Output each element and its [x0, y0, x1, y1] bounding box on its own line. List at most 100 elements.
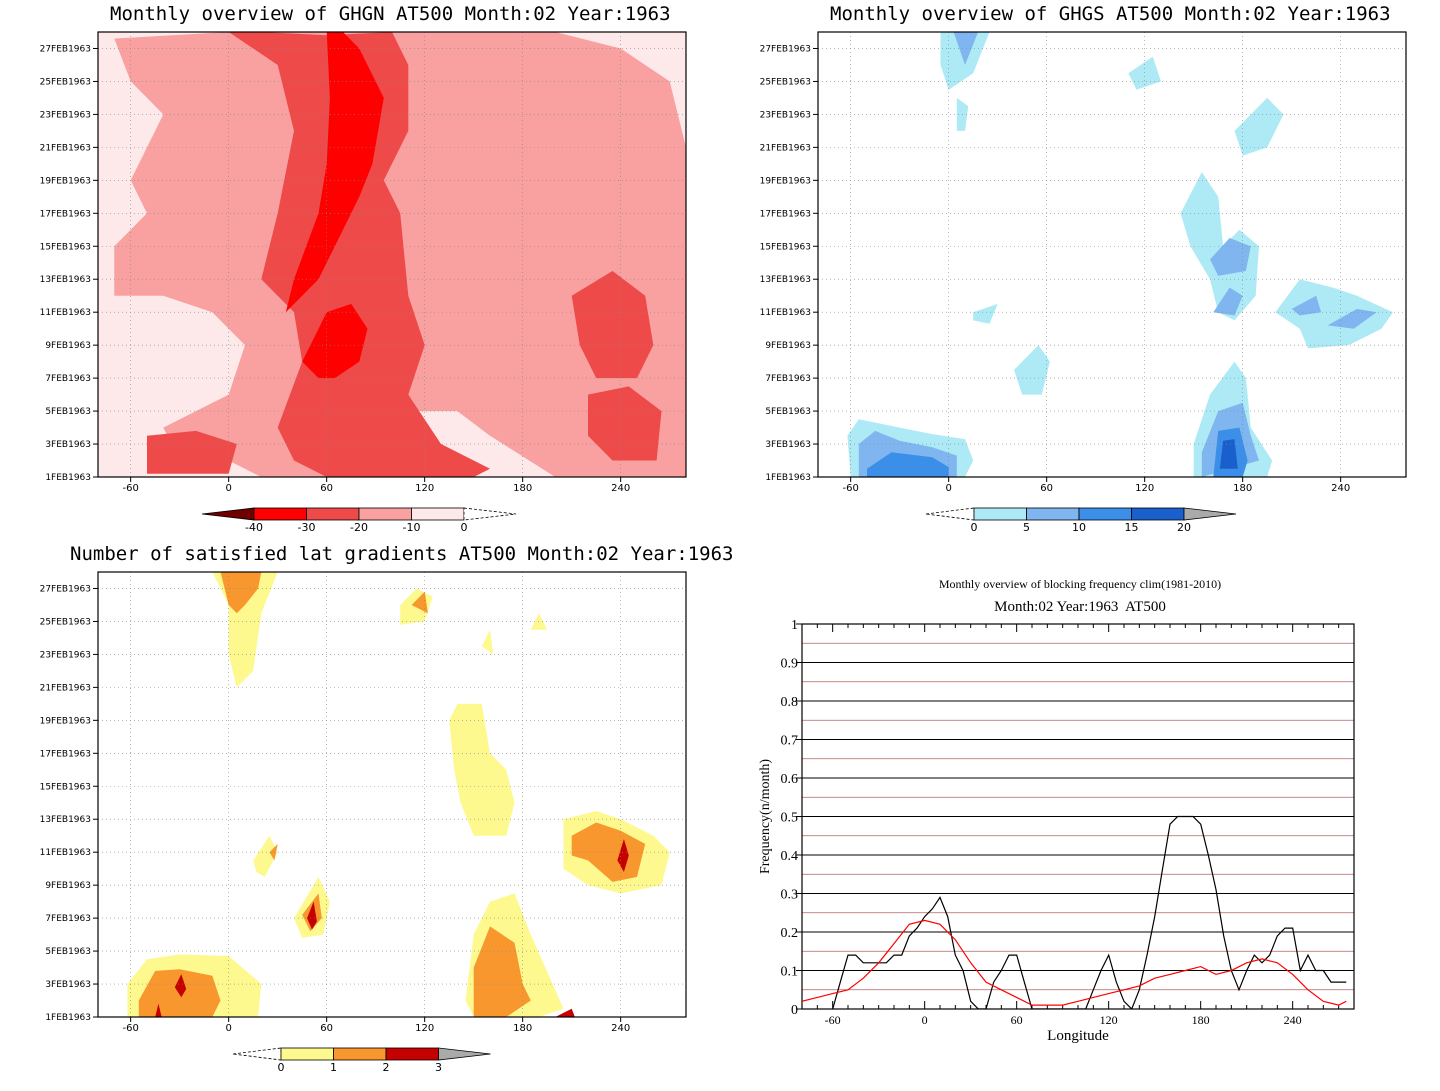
heatmap-lat-gradients: 1FEB1963 3FEB1963 5FEB1963 7FEB1963 9FEB1963…: [40, 571, 687, 1074]
contour-region: [481, 629, 494, 655]
contour-region: [253, 835, 278, 877]
colorbar-label: 10: [1072, 521, 1086, 534]
y-tick-label: 25FEB1963: [760, 77, 811, 87]
contour-region: [449, 703, 515, 836]
contour-fills: [847, 32, 1393, 477]
y-tick-label: 7FEB1963: [45, 374, 91, 384]
x-tick-label: 120: [415, 483, 434, 494]
contour-region: [953, 32, 979, 65]
line-chart-blocking-frequency: 0 0.1 0.2 0.3 0.4 0.5 0.6 0.7 0.8 0.9 1 -60 0 60 120 18…: [758, 618, 1355, 1044]
y-tick-label: 17FEB1963: [40, 209, 91, 219]
colorbar-label: 3: [435, 1061, 442, 1074]
x-tick-label: 240: [1284, 1013, 1302, 1027]
y-tick-label: 25FEB1963: [40, 77, 91, 87]
y-tick-label: 23FEB1963: [40, 650, 91, 660]
y-tick-label: 0.2: [781, 926, 799, 941]
y-tick-label: 5FEB1963: [45, 947, 91, 957]
y-axis-label: Frequency(n/month): [758, 759, 773, 874]
y-tick-label: 0.8: [781, 695, 799, 710]
series-lines: [802, 815, 1347, 1009]
y-tick-label: 0.9: [781, 657, 799, 672]
y-tick-label: 19FEB1963: [40, 176, 91, 186]
y-tick-label: 27FEB1963: [760, 44, 811, 54]
y-tick-label: 25FEB1963: [40, 617, 91, 627]
contour-region: [269, 843, 278, 861]
y-tick-label: 21FEB1963: [40, 143, 91, 153]
x-tick-label: 0: [922, 1013, 928, 1027]
y-tick-label: 1: [791, 618, 798, 633]
chart-title: Monthly overview of blocking frequency c…: [938, 577, 1222, 591]
colorbar-lower-extension: [201, 507, 255, 521]
colorbar-segment: [333, 1047, 387, 1061]
panel-lat-gradients: Number of satisfied lat gradients AT500 …: [0, 540, 734, 1091]
y-tick-label: 1FEB1963: [765, 473, 811, 483]
y-tick-label: 5FEB1963: [45, 407, 91, 417]
colorbar-label: 1: [330, 1061, 337, 1074]
chart-title: Number of satisfied lat gradients AT500 …: [70, 543, 734, 565]
x-tick-label: -60: [825, 1013, 841, 1027]
colorbar-segment: [973, 507, 1027, 521]
contour-fills: [127, 572, 670, 1017]
y-tick-label: 17FEB1963: [40, 749, 91, 759]
x-tick-label: 120: [1100, 1013, 1118, 1027]
y-tick-label: 0.6: [781, 772, 799, 787]
contour-region: [174, 974, 187, 998]
y-tick-label: 27FEB1963: [40, 584, 91, 594]
y-tick-label: 21FEB1963: [40, 683, 91, 693]
x-tick-label: 240: [1331, 483, 1350, 494]
chart-title: Monthly overview of GHGN AT500 Month:02 …: [110, 3, 671, 25]
x-axis-label: Longitude: [1047, 1028, 1109, 1044]
y-tick-label: 7FEB1963: [765, 374, 811, 384]
x-tick-label: 60: [320, 483, 333, 494]
contour-region: [147, 430, 237, 474]
colorbar: -40 -30 -20 -10 0: [201, 507, 517, 534]
y-tick-label: 9FEB1963: [765, 341, 811, 351]
colorbar-lower-extension: [925, 507, 975, 521]
x-tick-label: 60: [1011, 1013, 1023, 1027]
colorbar: 0 5 10 15 20: [925, 507, 1237, 534]
y-tick-label: 17FEB1963: [760, 209, 811, 219]
colorbar-segment: [385, 1047, 439, 1061]
colorbar-label: -20: [350, 521, 368, 534]
y-tick-label: 0.4: [781, 849, 799, 864]
contour-region: [1234, 97, 1284, 156]
plot-frame: [97, 31, 687, 478]
colorbar-segment: [1078, 507, 1132, 521]
contour-region: [588, 386, 662, 461]
y-tick-label: 0.7: [781, 734, 799, 749]
contour-region: [555, 1008, 575, 1017]
y-tick-label: 23FEB1963: [760, 110, 811, 120]
y-tick-label: 7FEB1963: [45, 914, 91, 924]
y-tick-label: 13FEB1963: [40, 275, 91, 285]
y-tick-label: 3FEB1963: [45, 980, 91, 990]
colorbar-upper-extension: [438, 1047, 491, 1061]
y-tick-label: 11FEB1963: [40, 848, 91, 858]
colorbar-upper-extension: [1183, 507, 1237, 521]
panel-blocking-frequency: Monthly overview of blocking frequency c…: [720, 540, 1440, 1091]
colorbar-segment: [280, 1047, 334, 1061]
contour-region: [1213, 287, 1243, 316]
y-tick-label: 11FEB1963: [760, 308, 811, 318]
y-tick-label: 9FEB1963: [45, 881, 91, 891]
contour-region: [867, 452, 949, 477]
x-tick-label: 180: [1233, 483, 1252, 494]
contour-region: [1219, 439, 1238, 469]
x-tick-label: -60: [842, 483, 858, 494]
chart-subtitle: Month:02 Year:1963 AT500: [994, 599, 1166, 615]
y-tick-label: 15FEB1963: [40, 242, 91, 252]
y-tick-label: 27FEB1963: [40, 44, 91, 54]
series-line: [802, 919, 1347, 1006]
contour-region: [571, 822, 646, 882]
y-tick-label: 9FEB1963: [45, 341, 91, 351]
contour-region: [228, 32, 490, 477]
x-tick-label: -60: [122, 483, 138, 494]
y-tick-label: 15FEB1963: [760, 242, 811, 252]
grid: [802, 642, 1354, 991]
x-tick-label: 180: [1192, 1013, 1210, 1027]
y-tick-label: 0: [791, 1003, 798, 1018]
colorbar-segment: [306, 507, 360, 521]
contour-region: [411, 591, 428, 614]
contour-region: [571, 271, 654, 379]
y-tick-label: 1FEB1963: [45, 473, 91, 483]
y-tick-label: 15FEB1963: [40, 782, 91, 792]
